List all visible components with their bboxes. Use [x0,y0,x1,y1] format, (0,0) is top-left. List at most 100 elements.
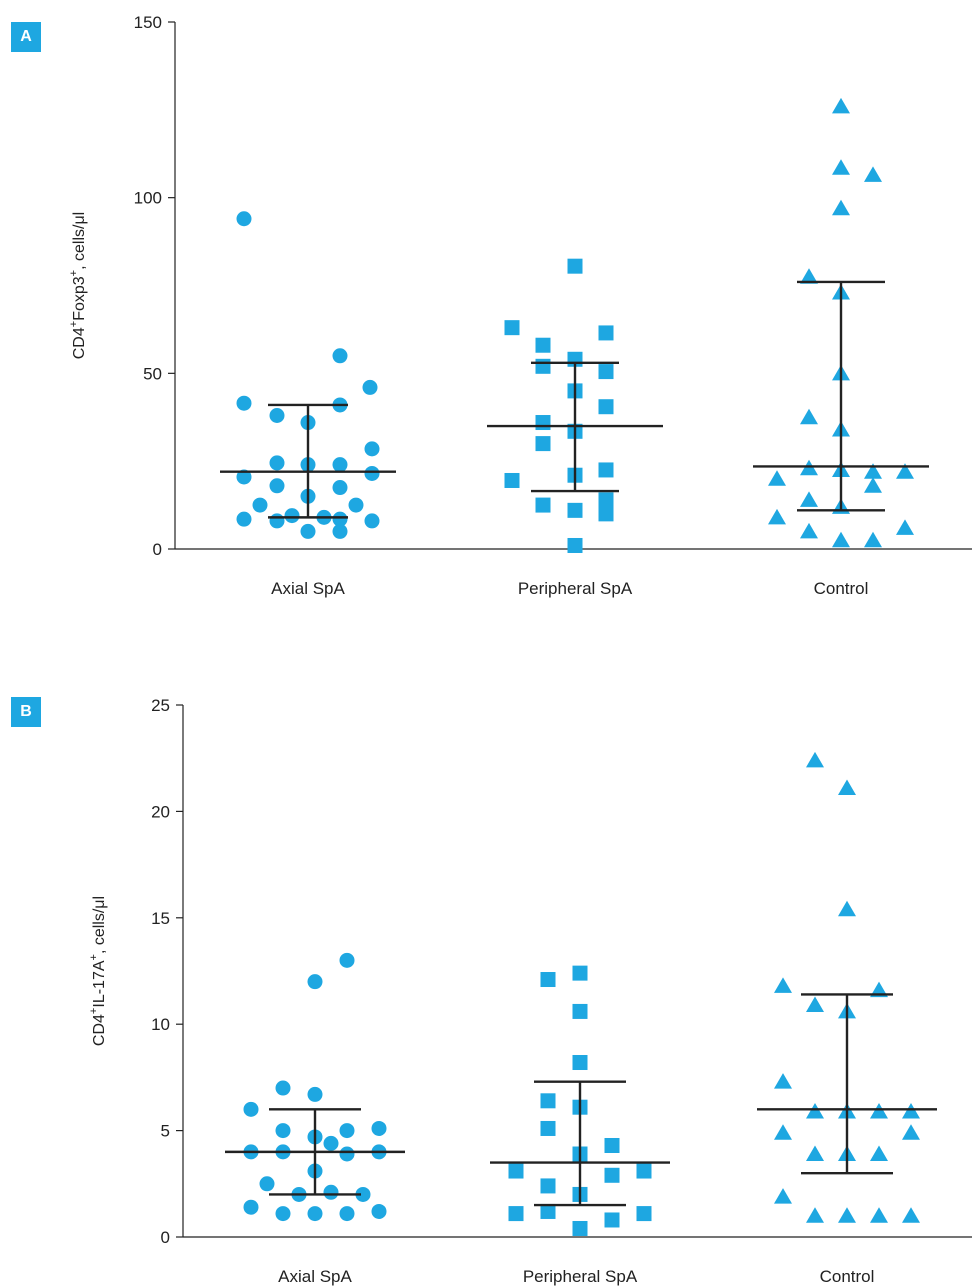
data-point [269,478,285,494]
data-point [896,519,914,535]
panel-b-chart: 0 5 10 15 20 25 CD4+IL-17A+, cells/μl Axial SpA… [88,696,972,1286]
data-point [323,1184,339,1200]
data-point [572,965,588,981]
data-point [243,1101,259,1117]
data-point [774,1124,792,1140]
data-point [339,952,355,968]
x-category-label: Axial SpA [271,579,345,598]
data-point [371,1203,387,1219]
data-point [598,462,614,478]
data-point [902,1207,920,1223]
data-point [269,455,285,471]
data-point [636,1206,652,1222]
data-point [540,1203,556,1219]
data-point [364,465,380,481]
data-point [832,159,850,175]
data-point [339,1146,355,1162]
data-point [838,900,856,917]
y-tick-label: 10 [151,1015,170,1034]
data-point [535,337,551,353]
data-point [332,480,348,496]
data-point [870,1207,888,1223]
data-point [864,166,882,182]
data-point [243,1199,259,1215]
data-point [535,497,551,513]
y-tick-label: 150 [134,13,162,32]
data-point [504,472,520,488]
data-point [300,523,316,539]
data-point [275,1123,291,1139]
data-point [902,1124,920,1140]
data-point [540,972,556,988]
data-point [604,1137,620,1153]
data-point [567,502,583,518]
data-point [806,1145,824,1162]
data-point [275,1080,291,1096]
data-point [598,364,614,380]
data-point [508,1163,524,1179]
data-point [332,348,348,364]
data-point [572,1220,588,1236]
data-point [838,779,856,795]
data-point [806,996,824,1013]
data-point [598,325,614,341]
x-category-label: Peripheral SpA [518,579,633,598]
data-point [800,408,818,425]
x-category-label: Control [820,1267,875,1286]
data-point [598,399,614,415]
data-point [832,531,850,548]
data-point [832,97,850,114]
data-point [870,1145,888,1162]
data-point [269,513,285,529]
data-point [768,470,786,486]
data-point [902,1102,920,1119]
data-point [806,1207,824,1223]
y-tick-label: 15 [151,909,170,928]
panel-label-a: A [11,22,41,52]
x-category-label: Peripheral SpA [523,1267,638,1286]
y-tick-label: 5 [161,1122,170,1141]
data-point [535,436,551,452]
data-point [236,511,252,527]
data-point [284,508,300,524]
data-point [800,522,818,539]
data-point [348,497,364,513]
x-category-label: Axial SpA [278,1267,352,1286]
data-point [864,463,882,479]
data-point [832,199,850,216]
data-point [332,511,348,527]
data-point [896,463,914,479]
data-point [598,492,614,508]
data-point [774,977,792,993]
y-tick-label: 0 [161,1228,170,1247]
data-point [800,268,818,284]
data-point [339,1206,355,1222]
data-point [774,1073,792,1089]
data-point [864,531,882,548]
y-tick-label: 100 [134,189,162,208]
panel-a-chart: 0 50 100 150 CD4+Foxp3+, cells/μl Axial SpA Pe… [68,13,972,598]
data-point [540,1120,556,1136]
data-point [636,1163,652,1179]
data-point [332,457,348,473]
data-point [275,1206,291,1222]
data-point [540,1178,556,1194]
data-point [774,1188,792,1204]
data-point [800,491,818,507]
data-point [236,395,252,411]
data-point [572,1003,588,1019]
x-category-label: Control [814,579,869,598]
data-point [838,1207,856,1223]
data-point [567,537,583,553]
data-point [504,320,520,336]
data-point [768,508,786,525]
data-point [598,506,614,522]
data-point [870,1102,888,1119]
data-point [362,379,378,395]
data-point [535,415,551,431]
data-point [364,513,380,529]
data-point [806,1102,824,1119]
data-point [236,469,252,485]
data-point [355,1186,371,1202]
